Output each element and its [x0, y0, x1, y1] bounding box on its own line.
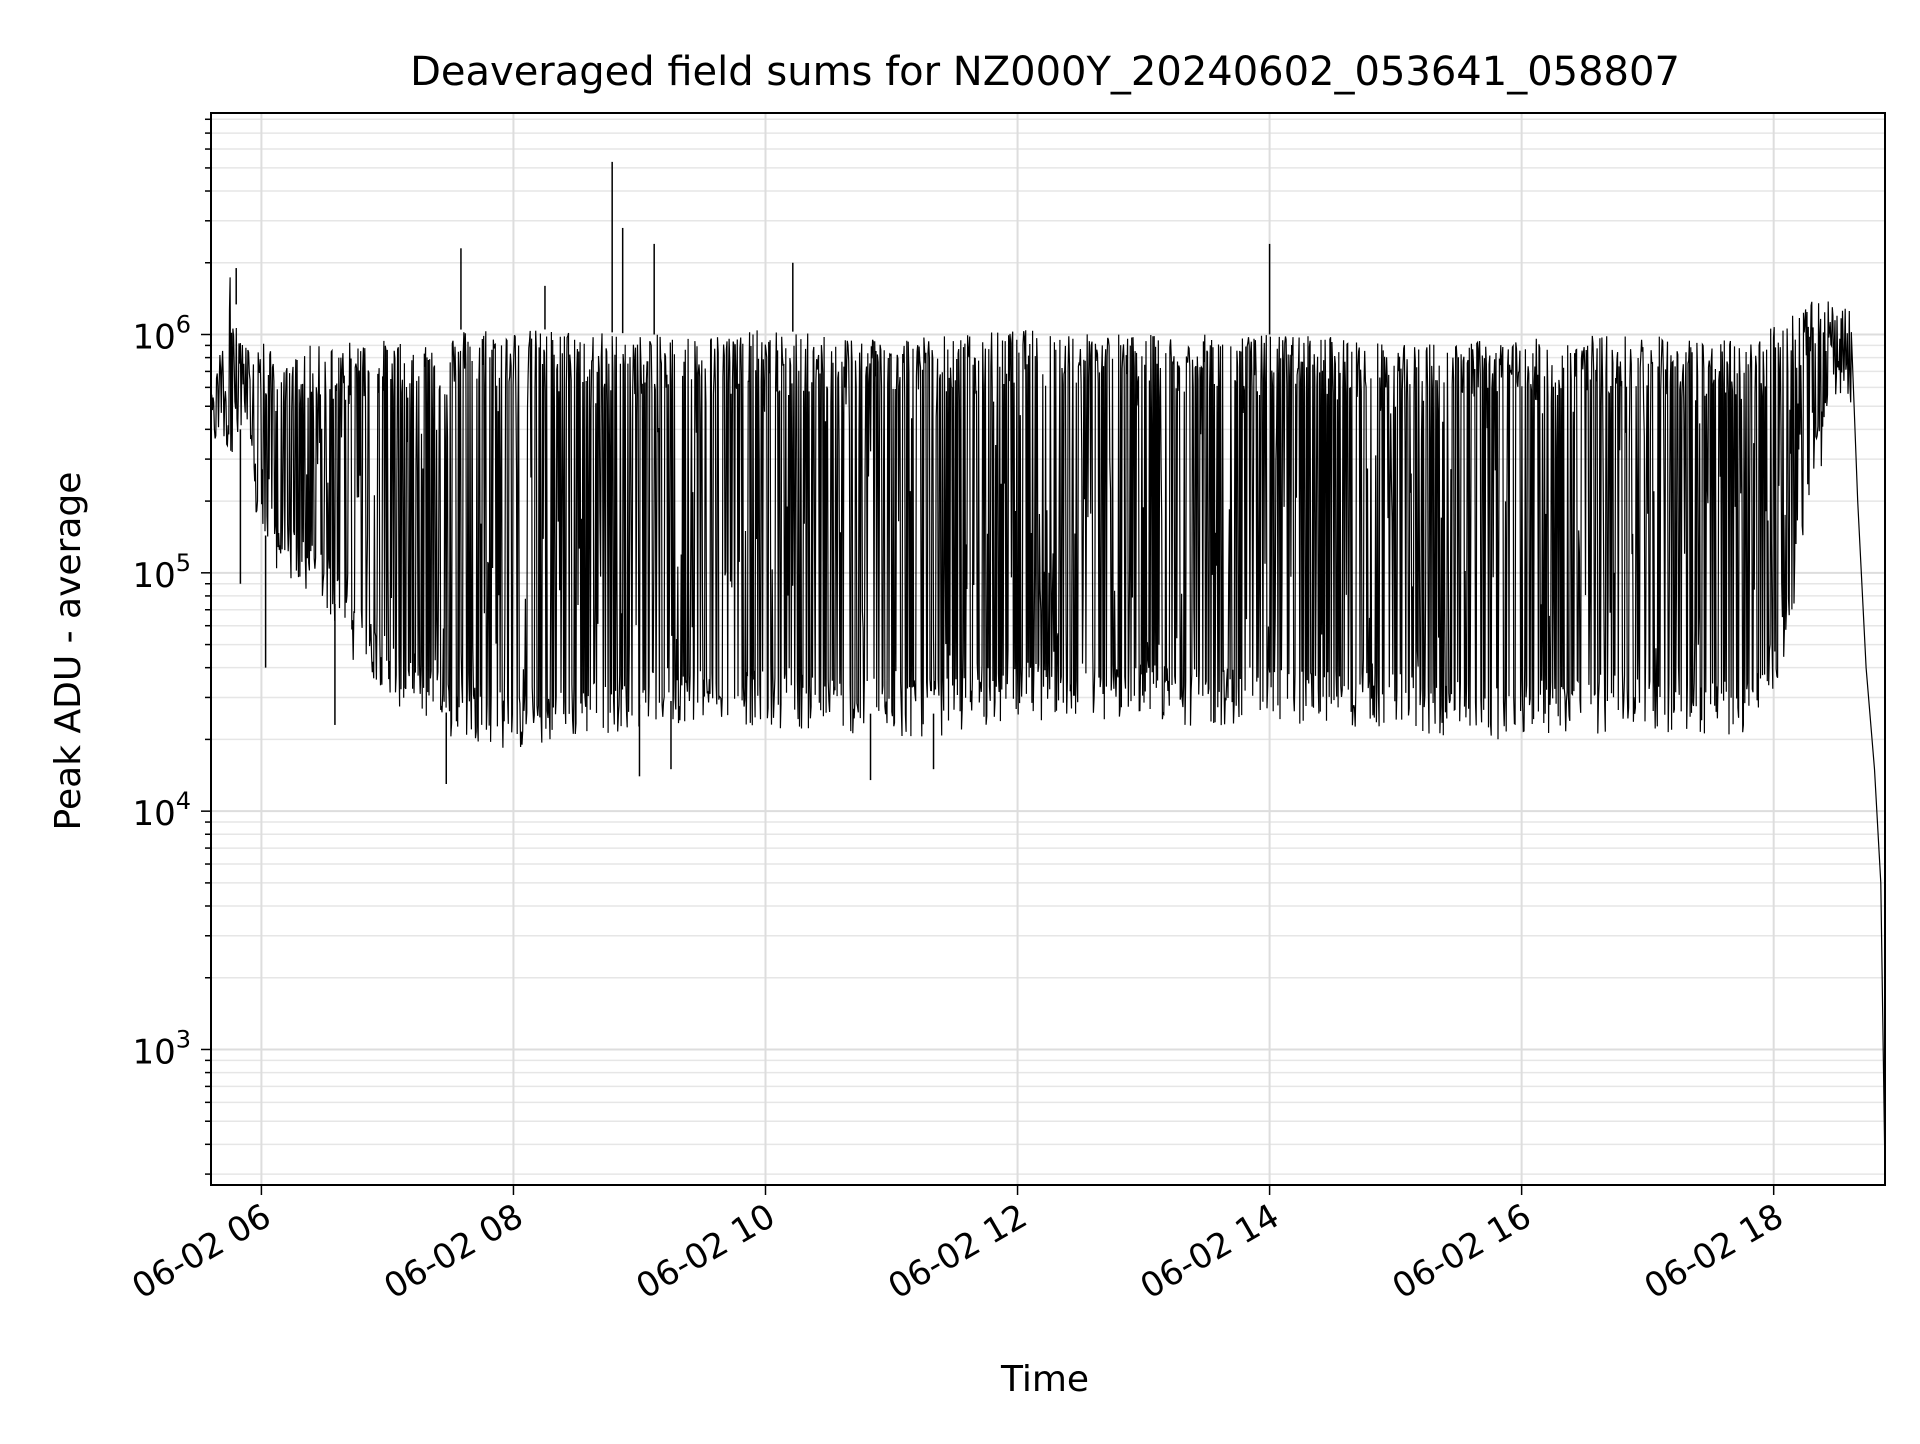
y-tick-label: 103	[132, 1025, 191, 1072]
chart-title: Deaveraged field sums for NZ000Y_2024060…	[410, 49, 1680, 95]
y-tick-label: 106	[132, 311, 191, 358]
series-line	[210, 277, 1886, 1175]
y-tick-label: 105	[132, 549, 191, 596]
plot-area	[210, 161, 1886, 1175]
y-tick-label: 104	[132, 787, 191, 834]
y-axis-label: Peak ADU - average	[48, 472, 89, 831]
x-axis-label: Time	[1000, 1359, 1089, 1400]
plot-frame	[210, 112, 1886, 1186]
